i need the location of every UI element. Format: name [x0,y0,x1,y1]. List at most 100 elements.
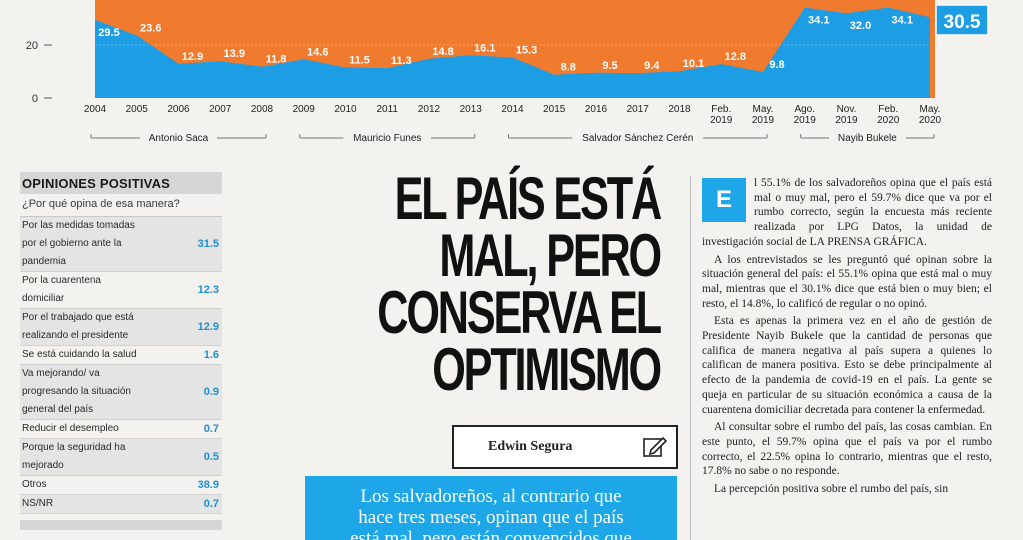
x-tick-label: Feb. [878,104,898,115]
byline-box: Edwin Segura [452,425,678,469]
data-label: 29.5 [98,27,119,39]
x-tick-label: 2020 [919,115,942,126]
data-label: 13.9 [224,48,245,60]
sidebar-row-label: Por el trabajado que está realizando el … [22,312,134,341]
sidebar-row-value: 12.3 [197,284,219,296]
data-label: 11.5 [349,55,370,67]
data-label: 9.4 [644,60,660,72]
x-tick-label: 2019 [710,115,733,126]
x-tick-label: 2004 [84,104,107,115]
sidebar-row: Se está cuidando la salud 1.6 [20,346,222,365]
x-tick-label: 2020 [877,115,900,126]
x-tick-label: 2009 [293,104,316,115]
y-tick-label: 0 [32,93,38,105]
x-tick-label: 2019 [794,115,817,126]
trend-chart: 0 20 29.5 23.6 12.9 13.9 11.8 14.6 11.5 11.3 14.8 1… [26,0,989,144]
data-label: 32.0 [850,20,871,32]
column-divider [690,176,691,540]
drop-cap: E [702,178,746,222]
x-tick-label: 2015 [543,104,566,115]
sidebar-row: Reducir el desempleo 0.7 [20,420,222,439]
article-paragraph: A los entrevistados se les preguntó qué … [702,253,992,310]
sidebar-row: Por las medidas tomadas por el gobierno … [20,217,222,272]
article-paragraph: La percepción positiva sobre el rumbo de… [714,483,949,496]
data-label: 14.6 [307,46,328,58]
data-label: 34.1 [892,15,913,27]
sidebar-row: Va mejorando/ va progresando la situació… [20,365,222,420]
sidebar-row: NS/NR 0.7 [20,495,222,514]
data-label: 10.1 [683,58,704,70]
x-tick-label: 2006 [167,104,190,115]
data-label: 12.9 [182,51,203,63]
headline: EL PAÍS ESTÁ MAL, PERO CONSERVA EL OPTIM… [377,165,662,403]
period-label: Nayib Bukele [838,133,897,144]
article-paragraph: Esta es apenas la primera vez en el año … [702,315,992,416]
sidebar-row: Por el trabajado que está realizando el … [20,309,222,346]
sidebar-question: ¿Por qué opina de esa manera? [20,194,222,217]
sidebar-row-value: 0.9 [203,386,219,398]
data-label: 11.8 [266,54,287,66]
x-tick-label: Ago. [794,104,815,115]
series-area [95,7,930,99]
x-tick-label: 2008 [251,104,274,115]
data-label: 34.1 [808,15,829,27]
next-section-header [20,520,222,530]
article-paragraph: Al consultar sobre el rumbo del país, la… [702,421,992,478]
x-tick-label: Nov. [837,104,857,115]
sidebar-row-label: Se está cuidando la salud [22,349,137,360]
author-name: Edwin Segura [488,439,573,454]
y-tick-label: 20 [26,40,38,52]
data-label: 23.6 [140,22,161,34]
sidebar-row-value: 31.5 [197,238,219,250]
period-label: Antonio Saca [149,133,209,144]
sidebar-row-value: 0.7 [203,498,219,510]
x-tick-label: 2005 [126,104,149,115]
x-tick-label: 2019 [752,115,775,126]
sidebar-row: Por la cuarentena domiciliar 12.3 [20,272,222,309]
x-tick-label: 2017 [627,104,650,115]
sidebar-row-label: Reducir el desempleo [22,423,119,434]
sidebar-row-label: Por la cuarentena domiciliar [22,275,101,304]
sidebar-row-label: Por las medidas tomadas por el gobierno … [22,220,135,267]
x-tick-label: 2018 [668,104,691,115]
x-tick-label: 2011 [376,104,398,115]
data-label: 9.8 [769,59,784,71]
period-label: Mauricio Funes [353,133,421,144]
sidebar-row: Otros 38.9 [20,476,222,495]
sidebar-title: OPINIONES POSITIVAS [20,172,222,194]
sidebar-row-label: Otros [22,479,47,490]
article-body: E l 55.1% de los salvadoreños opina que … [702,176,992,500]
x-tick-label: 2007 [209,104,232,115]
sidebar-row-label: Porque la seguridad ha mejorado [22,442,126,471]
x-tick-label: 2016 [585,104,608,115]
data-label: 12.8 [725,51,746,63]
sidebar-row-value: 0.7 [203,423,219,435]
pencil-icon [643,436,668,457]
article-paragraphs: l 55.1% de los salvadoreños opina que el… [702,176,992,497]
data-label: 14.8 [432,46,453,58]
data-label: 16.1 [474,42,495,54]
sidebar-row-value: 1.6 [203,349,219,361]
data-label: 9.5 [602,60,617,72]
sidebar-opiniones-positivas: OPINIONES POSITIVAS ¿Por qué opina de es… [20,172,222,530]
x-tick-label: 2010 [334,104,357,115]
highlight-box [935,4,989,36]
sidebar-row: Porque la seguridad ha mejorado 0.5 [20,439,222,476]
sidebar-row-label: NS/NR [22,498,54,509]
sidebar-row-value: 38.9 [197,479,219,491]
period-label: Salvador Sánchez Cerén [582,133,693,144]
data-label: 8.8 [561,62,576,74]
lede-box: Los salvadoreños, al contrario que hace … [305,476,677,540]
data-label: 30.5 [944,12,981,33]
x-tick-label: May. [753,104,774,115]
x-tick-label: 2013 [460,104,483,115]
x-tick-label: May. [920,104,941,115]
x-tick-label: 2019 [835,115,858,126]
data-label: 11.3 [391,55,412,67]
x-tick-label: 2012 [418,104,441,115]
data-label: 15.3 [516,44,537,56]
sidebar-row-value: 12.9 [197,321,219,333]
sidebar-row-label: Va mejorando/ va progresando la situació… [22,368,131,415]
x-tick-label: 2014 [501,104,524,115]
x-tick-label: Feb. [711,104,731,115]
